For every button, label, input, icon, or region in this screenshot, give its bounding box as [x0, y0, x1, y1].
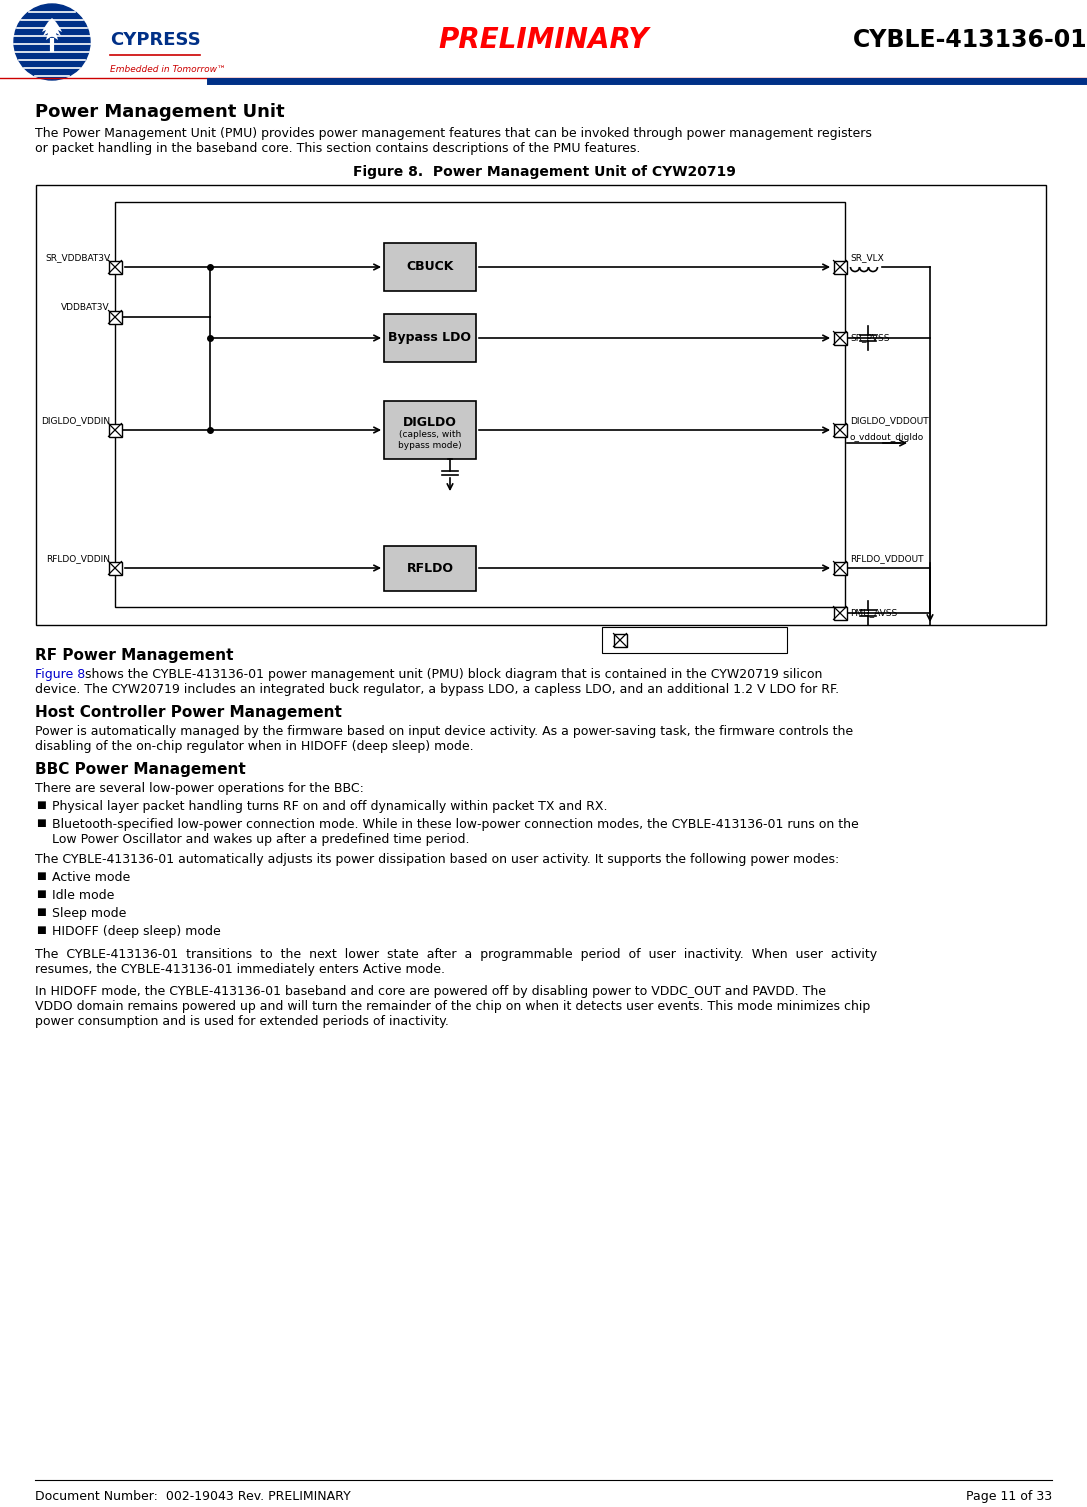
- Bar: [834, 261, 847, 273]
- Text: Physical layer packet handling turns RF on and off dynamically within packet TX : Physical layer packet handling turns RF …: [52, 800, 608, 812]
- Bar: [602, 627, 787, 653]
- Text: BBC Power Management: BBC Power Management: [35, 763, 246, 778]
- Text: power consumption and is used for extended periods of inactivity.: power consumption and is used for extend…: [35, 1016, 449, 1028]
- Text: DIGLDO_VDDOUT: DIGLDO_VDDOUT: [850, 416, 928, 425]
- Text: DIGLDO_VDDIN: DIGLDO_VDDIN: [41, 416, 110, 425]
- Text: shows the CYBLE-413136-01 power management unit (PMU) block diagram that is cont: shows the CYBLE-413136-01 power manageme…: [82, 668, 823, 681]
- Text: VDDO domain remains powered up and will turn the remainder of the chip on when i: VDDO domain remains powered up and will …: [35, 1001, 871, 1013]
- Text: SR_VLX: SR_VLX: [850, 253, 884, 262]
- Text: CYBLE-413136-01: CYBLE-413136-01: [852, 29, 1087, 53]
- Text: There are several low-power operations for the BBC:: There are several low-power operations f…: [35, 782, 364, 796]
- Text: SR_PVSS: SR_PVSS: [850, 333, 889, 342]
- Text: ■: ■: [36, 889, 46, 900]
- Text: Sleep mode: Sleep mode: [52, 907, 126, 919]
- Text: DIGLDO: DIGLDO: [403, 416, 457, 429]
- Text: PRELIMINARY: PRELIMINARY: [439, 26, 649, 54]
- Text: SR_VDDBAT3V: SR_VDDBAT3V: [45, 253, 110, 262]
- Text: The Power Management Unit (PMU) provides power management features that can be i: The Power Management Unit (PMU) provides…: [35, 127, 872, 140]
- Text: Power Management Unit: Power Management Unit: [35, 102, 285, 121]
- Bar: [109, 310, 122, 324]
- Text: VDDBAT3V: VDDBAT3V: [61, 303, 110, 312]
- Text: RF Power Management: RF Power Management: [35, 648, 234, 663]
- Text: Document Number:  002-19043 Rev. PRELIMINARY: Document Number: 002-19043 Rev. PRELIMIN…: [35, 1490, 351, 1502]
- Text: Low Power Oscillator and wakes up after a predefined time period.: Low Power Oscillator and wakes up after …: [52, 833, 470, 845]
- Text: RFLDO_VDDIN: RFLDO_VDDIN: [46, 555, 110, 564]
- Text: CYPRESS: CYPRESS: [110, 32, 201, 50]
- Bar: [36, 185, 1046, 625]
- Text: SR_VFB: SR_VFB: [638, 270, 672, 279]
- Bar: [384, 313, 476, 362]
- Bar: [384, 546, 476, 591]
- Text: ■: ■: [36, 800, 46, 809]
- Text: 25 mA: 25 mA: [640, 555, 670, 564]
- Text: 50 mA: 50 mA: [640, 253, 670, 262]
- Text: ■: ■: [36, 871, 46, 882]
- Text: o_vddout_digldo: o_vddout_digldo: [850, 434, 924, 443]
- Text: (capless, with
bypass mode): (capless, with bypass mode): [398, 429, 462, 451]
- Text: In HIDOFF mode, the CYBLE-413136-01 baseband and core are powered off by disabli: In HIDOFF mode, the CYBLE-413136-01 base…: [35, 986, 826, 998]
- Text: The  CYBLE-413136-01  transitions  to  the  next  lower  state  after  a  progra: The CYBLE-413136-01 transitions to the n…: [35, 948, 877, 961]
- Text: 30 mA: 30 mA: [640, 416, 670, 425]
- Polygon shape: [42, 18, 62, 41]
- Text: ■: ■: [36, 907, 46, 916]
- Bar: [384, 243, 476, 291]
- Bar: [834, 332, 847, 345]
- Text: disabling of the on-chip regulator when in HIDOFF (deep sleep) mode.: disabling of the on-chip regulator when …: [35, 740, 474, 754]
- Bar: [109, 562, 122, 574]
- Text: 50 mA: 50 mA: [640, 324, 670, 333]
- Bar: [115, 202, 845, 607]
- Text: Bypass LDO: Bypass LDO: [388, 332, 472, 345]
- Text: Figure 8.  Power Management Unit of CYW20719: Figure 8. Power Management Unit of CYW20…: [352, 164, 736, 179]
- Text: RFLDO: RFLDO: [407, 562, 453, 574]
- Bar: [613, 633, 626, 647]
- Text: ■: ■: [36, 925, 46, 934]
- Text: Host Controller Power Management: Host Controller Power Management: [35, 705, 342, 720]
- Text: The CYBLE-413136-01 automatically adjusts its power dissipation based on user ac: The CYBLE-413136-01 automatically adjust…: [35, 853, 839, 867]
- Text: Denotes I/O bump/ball: Denotes I/O bump/ball: [632, 634, 742, 645]
- Text: Page 11 of 33: Page 11 of 33: [966, 1490, 1052, 1502]
- Bar: [384, 401, 476, 460]
- Text: resumes, the CYBLE-413136-01 immediately enters Active mode.: resumes, the CYBLE-413136-01 immediately…: [35, 963, 445, 977]
- Text: PMU_AVSS: PMU_AVSS: [850, 609, 897, 618]
- Text: CBUCK: CBUCK: [407, 261, 453, 273]
- Text: device. The CYW20719 includes an integrated buck regulator, a bypass LDO, a capl: device. The CYW20719 includes an integra…: [35, 683, 839, 696]
- Text: Idle mode: Idle mode: [52, 889, 114, 903]
- Text: HIDOFF (deep sleep) mode: HIDOFF (deep sleep) mode: [52, 925, 221, 937]
- Text: Bluetooth-specified low-power connection mode. While in these low-power connecti: Bluetooth-specified low-power connection…: [52, 818, 859, 830]
- Text: RFLDO_VDDOUT: RFLDO_VDDOUT: [850, 555, 924, 564]
- Text: Power is automatically managed by the firmware based on input device activity. A: Power is automatically managed by the fi…: [35, 725, 853, 738]
- Bar: [834, 562, 847, 574]
- Circle shape: [14, 5, 90, 80]
- Bar: [109, 261, 122, 273]
- Text: Active mode: Active mode: [52, 871, 130, 885]
- Text: ■: ■: [36, 818, 46, 827]
- Text: Figure 8: Figure 8: [35, 668, 85, 681]
- Bar: [109, 423, 122, 437]
- Bar: [834, 423, 847, 437]
- Text: or packet handling in the baseband core. This section contains descriptions of t: or packet handling in the baseband core.…: [35, 142, 640, 155]
- Bar: [834, 606, 847, 619]
- Text: Embedded in Tomorrow™: Embedded in Tomorrow™: [110, 65, 226, 74]
